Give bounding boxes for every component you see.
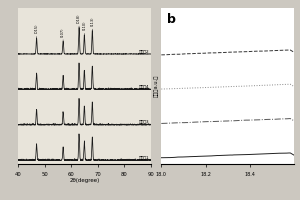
Y-axis label: 强度（a.u.）: 强度（a.u.）	[154, 75, 158, 97]
Text: 实验例3: 实验例3	[139, 120, 149, 124]
Text: (113): (113)	[90, 16, 94, 26]
X-axis label: 2θ(degree): 2θ(degree)	[69, 178, 100, 183]
Text: (107): (107)	[61, 27, 65, 37]
Text: (018): (018)	[77, 13, 81, 23]
Text: (110): (110)	[82, 21, 86, 30]
Text: b: b	[167, 13, 176, 26]
Text: 实验例1: 实验例1	[139, 155, 149, 159]
Text: 实验例4: 实验例4	[139, 84, 149, 88]
Text: (015): (015)	[34, 24, 39, 33]
Text: 实验例2: 实验例2	[139, 49, 149, 53]
